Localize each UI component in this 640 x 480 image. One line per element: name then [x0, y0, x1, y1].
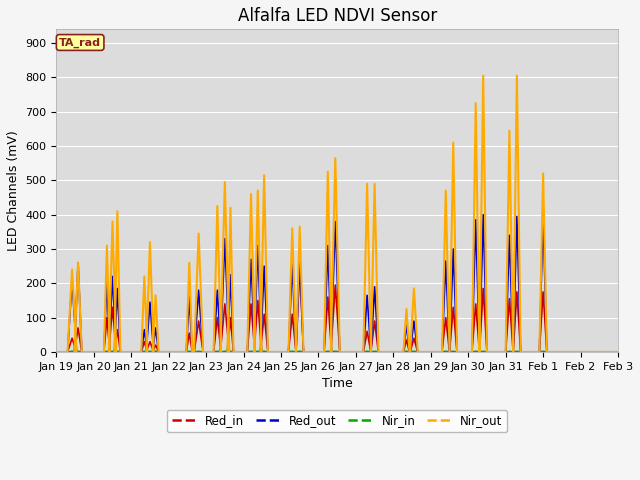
- Red_out: [52, 349, 60, 355]
- Line: Red_in: Red_in: [56, 261, 618, 352]
- Nir_in: [52, 349, 60, 355]
- Red_out: [141, 327, 148, 333]
- Nir_out: [141, 274, 148, 279]
- X-axis label: Time: Time: [322, 377, 353, 390]
- Red_out: [406, 349, 414, 355]
- Red_out: [374, 349, 382, 355]
- Red_in: [296, 258, 303, 264]
- Nir_in: [399, 349, 407, 355]
- Red_in: [371, 318, 378, 324]
- Red_in: [614, 349, 622, 355]
- Red_out: [406, 349, 413, 355]
- Red_in: [70, 349, 78, 355]
- Nir_in: [614, 349, 622, 355]
- Nir_out: [406, 349, 414, 355]
- Red_out: [614, 349, 622, 355]
- Nir_out: [52, 349, 60, 355]
- Nir_out: [479, 73, 487, 79]
- Red_out: [367, 349, 374, 355]
- Line: Nir_out: Nir_out: [56, 76, 618, 352]
- Nir_in: [406, 349, 414, 355]
- Text: TA_rad: TA_rad: [59, 37, 101, 48]
- Red_in: [52, 349, 60, 355]
- Legend: Red_in, Red_out, Nir_in, Nir_out: Red_in, Red_out, Nir_in, Nir_out: [167, 409, 508, 432]
- Nir_in: [410, 348, 418, 354]
- Nir_out: [406, 349, 413, 355]
- Title: Alfalfa LED NDVI Sensor: Alfalfa LED NDVI Sensor: [237, 7, 436, 25]
- Line: Red_out: Red_out: [56, 215, 618, 352]
- Red_in: [406, 349, 414, 355]
- Nir_out: [367, 349, 374, 355]
- Red_out: [70, 349, 78, 355]
- Nir_in: [68, 348, 76, 354]
- Nir_in: [143, 349, 151, 355]
- Line: Nir_in: Nir_in: [56, 351, 618, 352]
- Red_out: [479, 212, 487, 217]
- Nir_out: [70, 349, 78, 355]
- Red_in: [399, 349, 407, 355]
- Red_in: [141, 339, 148, 345]
- Nir_in: [371, 348, 378, 354]
- Nir_out: [374, 349, 382, 355]
- Nir_out: [614, 349, 622, 355]
- Red_in: [410, 336, 418, 341]
- Y-axis label: LED Channels (mV): LED Channels (mV): [7, 130, 20, 251]
- Nir_in: [74, 348, 82, 354]
